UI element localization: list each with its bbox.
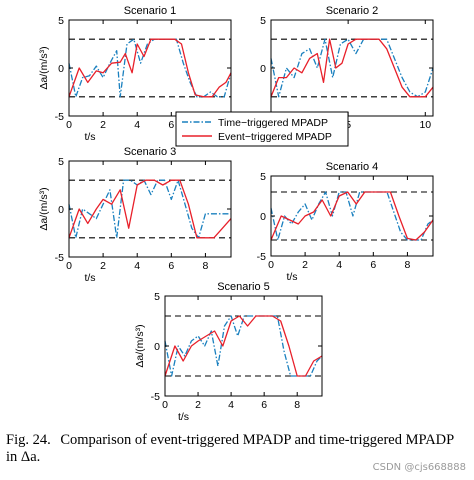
x-tick-label: 0 [66,119,72,131]
legend-entry-label: Time−triggered MPADP [218,117,328,129]
series-group [68,179,232,239]
x-tick-label: 6 [261,399,267,411]
y-tick-label: -5 [55,111,64,123]
x-tick-label: 4 [134,260,140,272]
x-tick-label: 0 [268,259,274,271]
x-axis-label: t/s [84,131,95,143]
y-tick-label: 5 [58,15,64,27]
x-axis-label: t/s [178,411,189,423]
figure-caption: Fig. 24. Comparison of event-triggered M… [6,432,468,466]
x-tick-label: 0 [162,399,168,411]
time-triggered-series-line [270,191,434,241]
y-axis-label: Δa/(m/s³) [38,187,50,230]
y-tick-label: 0 [154,341,160,353]
x-tick-label: 2 [100,260,106,272]
legend: Time−triggered MPADP Event−triggered MPAD… [175,111,349,147]
axes-frame [68,19,232,117]
series-group [68,38,232,98]
time-triggered-series-line [68,179,231,239]
event-triggered-series-line [68,38,232,98]
event-triggered-series-line [270,38,434,98]
x-tick-label: 4 [336,259,342,271]
x-tick-label: 4 [228,399,234,411]
legend-box [175,111,349,147]
event-triggered-series-line [68,179,232,239]
y-tick-label: 5 [154,291,160,303]
x-tick-label: 10 [419,119,431,131]
y-tick-label: 0 [260,63,266,75]
x-tick-label: 4 [134,119,140,131]
y-tick-label: -5 [55,252,64,264]
series-group [164,315,323,377]
x-tick-label: 2 [195,399,201,411]
x-axis-label: t/s [84,272,95,284]
subplot-title: Scenario 5 [217,281,270,293]
y-tick-label: 5 [260,15,266,27]
caption-text: Comparison of event-triggered MPADP and … [6,432,454,465]
x-tick-label: 8 [404,259,410,271]
y-tick-label: 5 [58,156,64,168]
y-axis-label: Δa/(m/s³) [134,324,146,367]
axes-frame [68,160,232,258]
time-triggered-series-line [68,38,232,98]
x-axis-label: t/s [286,271,297,283]
event-triggered-series-line [270,191,434,241]
time-triggered-series-line [164,315,323,377]
y-tick-label: -5 [257,251,266,263]
y-tick-label: 0 [260,211,266,223]
y-tick-label: 5 [260,171,266,183]
x-tick-label: 0 [66,260,72,272]
y-axis-label: Δa/(m/s³) [38,46,50,89]
y-tick-label: 0 [58,204,64,216]
x-tick-label: 2 [302,259,308,271]
subplot-title: Scenario 2 [326,5,379,17]
x-tick-label: 8 [294,399,300,411]
x-tick-label: 6 [370,259,376,271]
y-tick-label: -5 [151,391,160,403]
subplot-title: Scenario 4 [326,161,379,173]
subplot-title: Scenario 1 [124,5,177,17]
x-tick-label: 2 [100,119,106,131]
y-tick-label: 0 [58,63,64,75]
watermark: CSDN @cjs668888 [372,462,466,473]
time-triggered-series-line [270,38,434,98]
x-tick-label: 8 [202,260,208,272]
event-triggered-series-line [164,315,323,377]
subplot-title: Scenario 3 [124,146,177,158]
x-tick-label: 6 [168,119,174,131]
x-tick-label: 6 [168,260,174,272]
caption-label: Fig. 24. [6,432,51,448]
series-group [270,38,434,98]
legend-entry-label: Event−triggered MPADP [218,131,332,143]
series-group [270,191,434,241]
